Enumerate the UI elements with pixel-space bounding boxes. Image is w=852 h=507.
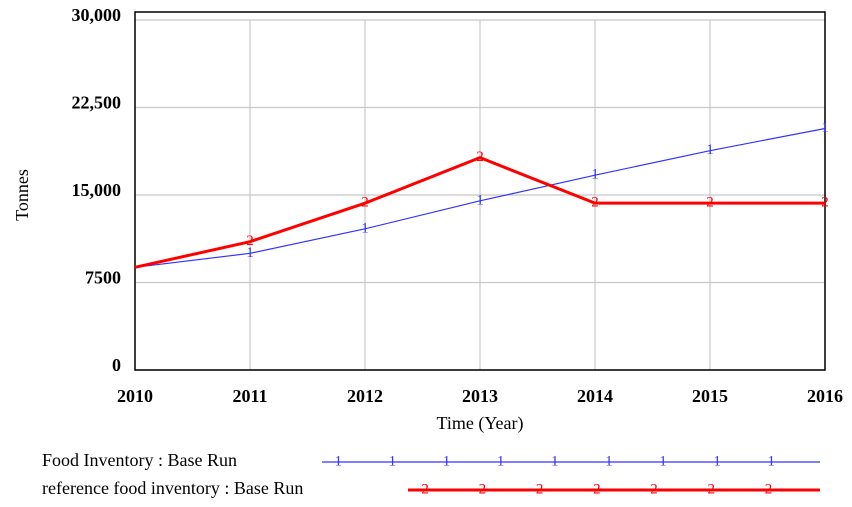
x-tick-label: 2016 [807, 386, 843, 406]
legend-marker: 2 [650, 481, 658, 497]
legend-label: reference food inventory : Base Run [42, 478, 303, 498]
series-marker: 2 [476, 149, 484, 165]
legend-marker: 1 [713, 453, 721, 469]
x-tick-label: 2011 [232, 386, 267, 406]
legend-marker: 1 [605, 453, 613, 469]
series-marker: 1 [476, 192, 484, 208]
legend-marker: 2 [593, 481, 601, 497]
x-tick-label: 2015 [692, 386, 728, 406]
legend-marker: 2 [708, 481, 716, 497]
legend-marker: 1 [768, 453, 776, 469]
legend-marker: 1 [497, 453, 505, 469]
series-line [134, 127, 826, 268]
y-tick-label: 22,500 [72, 93, 122, 113]
legend-marker: 1 [551, 453, 559, 469]
series-marker: 1 [591, 167, 599, 183]
series-marker: 2 [821, 195, 829, 211]
series-marker: 1 [361, 220, 369, 236]
x-tick-label: 2013 [462, 386, 498, 406]
series-marker: 1 [246, 245, 254, 261]
legend-marker: 1 [443, 453, 451, 469]
y-tick-label: 0 [112, 355, 121, 375]
legend-marker: 1 [659, 453, 667, 469]
series-marker: 2 [706, 195, 714, 211]
series-marker: 1 [821, 120, 829, 136]
series-marker: 1 [706, 142, 714, 158]
x-tick-label: 2014 [577, 386, 613, 406]
legend-marker: 1 [389, 453, 397, 469]
legend-label: Food Inventory : Base Run [42, 450, 237, 470]
legend-marker: 2 [421, 481, 429, 497]
x-tick-label: 2012 [347, 386, 383, 406]
y-tick-label: 15,000 [72, 180, 122, 200]
legend-marker: 2 [479, 481, 487, 497]
series-line [134, 156, 825, 269]
plot-frame [134, 11, 826, 371]
series-marker: 2 [246, 233, 254, 249]
y-tick-label: 7500 [85, 268, 121, 288]
y-axis-label: Tonnes [12, 169, 32, 221]
y-tick-label: 30,000 [72, 5, 122, 25]
legend-marker: 1 [334, 453, 342, 469]
x-tick-label: 2010 [117, 386, 153, 406]
x-axis-label: Time (Year) [436, 413, 523, 434]
legend-marker: 2 [536, 481, 544, 497]
legend-marker: 2 [765, 481, 773, 497]
series-marker: 2 [591, 195, 599, 211]
series-marker: 2 [361, 195, 369, 211]
